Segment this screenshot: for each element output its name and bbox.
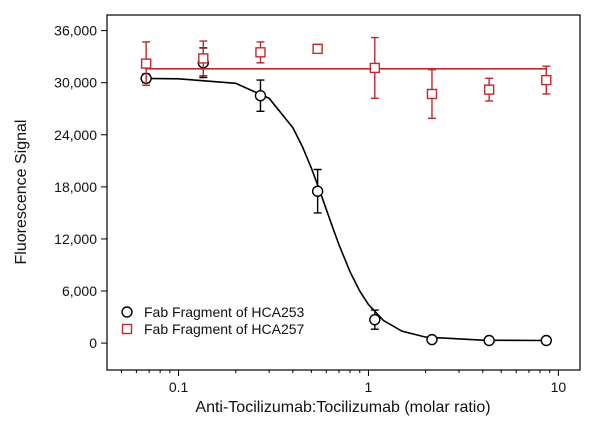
y-tick-label: 6,000 <box>62 283 97 299</box>
marker <box>369 313 381 326</box>
y-tick-label: 24,000 <box>54 127 97 143</box>
x-tick-label: 1 <box>365 379 373 395</box>
y-tick-label: 30,000 <box>54 75 97 91</box>
marker <box>311 185 324 197</box>
marker <box>255 47 266 58</box>
fit-line <box>146 77 547 342</box>
plot-frame <box>106 14 581 371</box>
marker <box>483 334 495 347</box>
legend-label: Fab Fragment of HCA257 <box>144 321 305 337</box>
legend-label: Fab Fragment of HCA253 <box>144 304 305 320</box>
marker <box>198 53 209 64</box>
marker <box>426 88 438 100</box>
y-tick-label: 0 <box>89 335 97 351</box>
x-tick-label: 0.1 <box>169 379 189 395</box>
marker <box>541 74 552 86</box>
marker <box>483 84 495 95</box>
marker <box>369 62 381 74</box>
y-tick-label: 12,000 <box>54 231 97 247</box>
y-tick-label: 36,000 <box>54 23 97 39</box>
marker <box>254 90 267 102</box>
legend-marker <box>121 323 133 335</box>
marker <box>426 333 438 346</box>
y-axis-title: Fluorescence Signal <box>13 120 30 265</box>
y-tick-label: 18,000 <box>54 179 97 195</box>
marker <box>540 334 553 347</box>
marker <box>312 43 323 55</box>
x-tick-label: 10 <box>551 379 567 395</box>
x-axis-title: Anti-Tocilizumab:Tocilizumab (molar rati… <box>195 399 490 416</box>
marker <box>140 58 152 69</box>
legend-marker <box>121 306 133 318</box>
